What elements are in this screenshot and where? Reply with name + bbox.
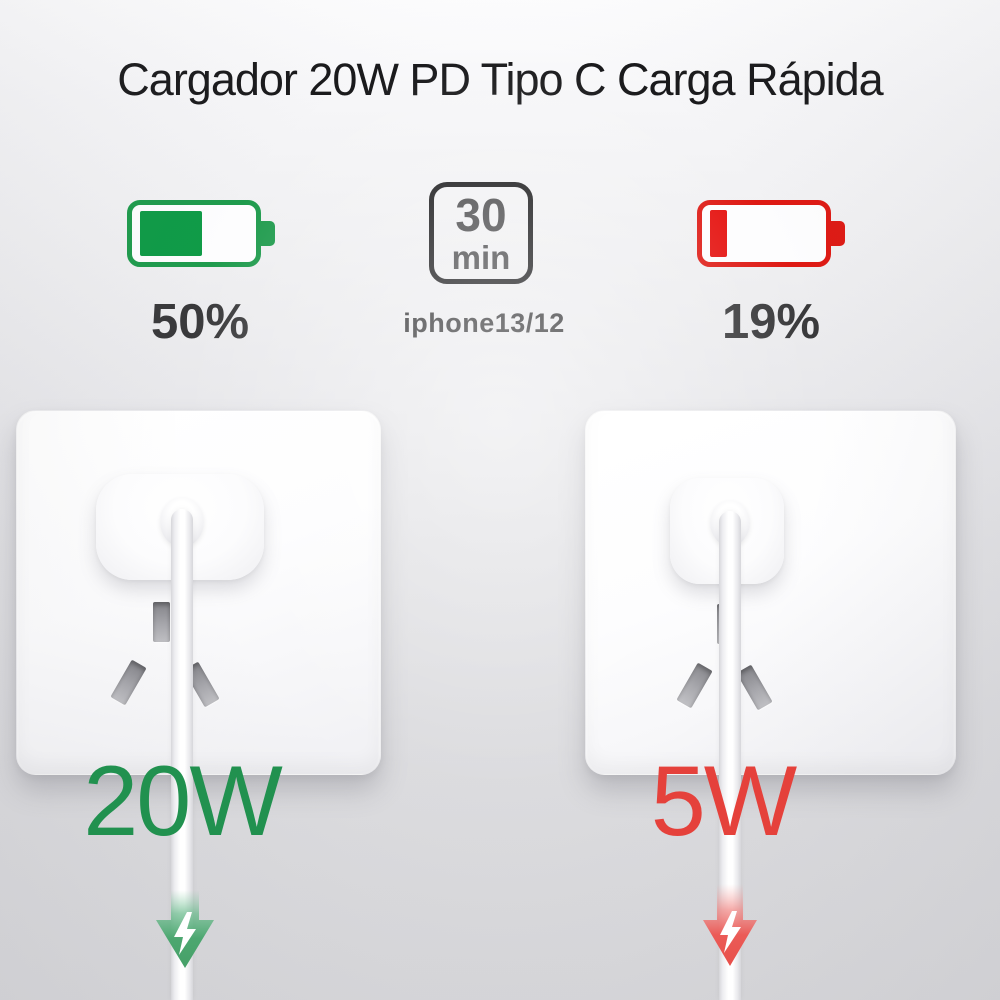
- wall-outlet-slow: [585, 410, 956, 775]
- battery-low-terminal: [831, 221, 845, 246]
- low-percent-label: 19%: [721, 295, 821, 349]
- socket-slot-right: [736, 664, 773, 711]
- page-title: Cargador 20W PD Tipo C Carga Rápida: [117, 54, 883, 105]
- watt-label-slow: 5W: [650, 745, 798, 856]
- lightning-down-arrow-green-icon: [156, 890, 214, 968]
- device-label: iphone13/12: [403, 308, 565, 338]
- charge-time-value: 30: [455, 189, 507, 241]
- socket-slot-left: [110, 659, 147, 706]
- charge-time-box: 30 min: [429, 182, 533, 284]
- wall-outlet-fast: [16, 410, 381, 775]
- battery-half-terminal: [261, 221, 275, 246]
- battery-half-fill: [140, 211, 202, 256]
- lightning-down-arrow-red-icon: [703, 884, 757, 966]
- charged-percent-label: 50%: [150, 295, 250, 349]
- battery-low-fill: [710, 210, 727, 257]
- socket-slot-left: [676, 662, 713, 709]
- watt-label-fast: 20W: [83, 745, 283, 856]
- socket-slot-top: [153, 602, 170, 642]
- battery-half-icon: [127, 200, 261, 267]
- battery-low-icon: [697, 200, 831, 267]
- charge-time-unit: min: [451, 239, 511, 276]
